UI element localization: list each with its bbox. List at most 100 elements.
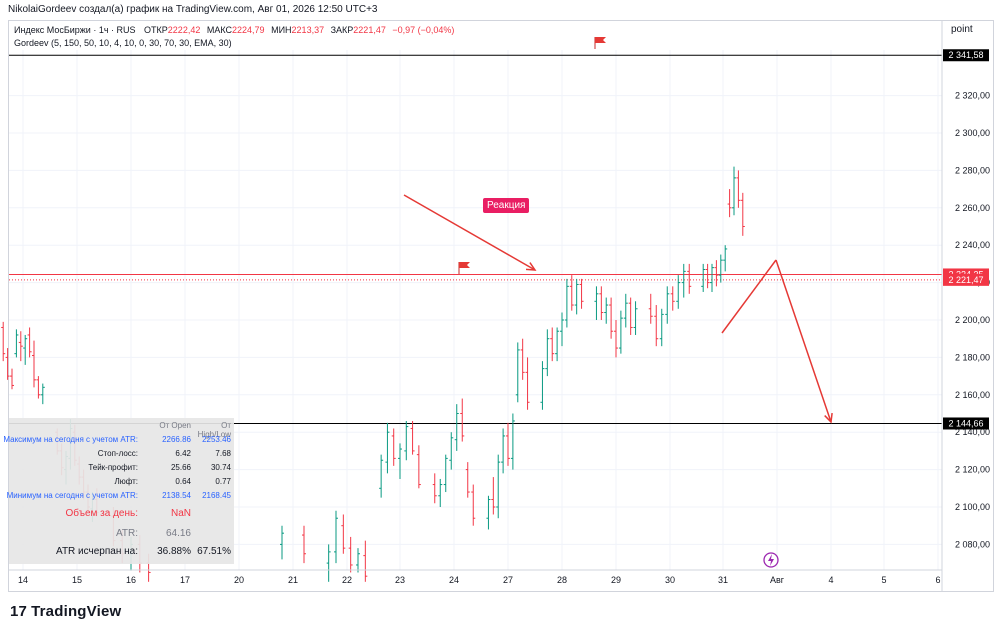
atr-stats-table: От Open От High/Low Максимум на сегодня … — [3, 418, 234, 564]
y-tick-label: 2 260,00 — [955, 203, 990, 213]
y-tick-label: 2 120,00 — [955, 465, 990, 475]
x-tick-label: 6 — [935, 575, 940, 585]
event-icon — [763, 552, 779, 568]
y-tick-label: 2 180,00 — [955, 352, 990, 362]
ohlc-high-value: 2224,79 — [232, 25, 265, 35]
price-axis: 2 080,00 2 100,00 2 120,00 2 140,00 2 160,00… — [941, 20, 990, 592]
ohlc-low-value: 2213,37 — [291, 25, 325, 35]
stats-row-v2: 0.77 — [215, 477, 231, 486]
ohlc-open-value: 2222,42 — [167, 25, 201, 35]
x-tick-label: 22 — [342, 575, 352, 585]
ohlc-close-value: 2221,47 — [353, 25, 386, 35]
brand-name: TradingView — [31, 603, 122, 620]
flag-icon — [459, 262, 470, 268]
reaction-label[interactable]: Реакция — [483, 198, 530, 213]
atr-row: ATR: 64.16 — [9, 528, 234, 542]
price-tag-label: 2 144,66 — [948, 418, 983, 428]
y-tick-label: 2 140,00 — [955, 427, 990, 437]
stats-row-label: Люфт: — [114, 477, 138, 486]
stats-row-label: Тейк-профит: — [88, 463, 138, 472]
stats-row-v1: 6.42 — [175, 449, 191, 458]
volume-row: Объем за день: NaN — [9, 508, 234, 522]
stats-row: Минимум на сегодня с учетом ATR: 2138.54… — [6, 491, 234, 505]
stats-row-v1: 2266.86 — [162, 435, 191, 444]
price-tag-label: 2 341,58 — [948, 50, 983, 60]
user-drawings — [403, 194, 833, 424]
stats-header-row: От Open От High/Low — [9, 421, 234, 439]
y-tick-label: 2 240,00 — [955, 240, 990, 250]
tradingview-brand[interactable]: 17 TradingView — [10, 603, 121, 620]
x-tick-label: 29 — [611, 575, 621, 585]
flag-markers — [458, 37, 779, 568]
stats-row-v2: 30.74 — [210, 463, 231, 472]
stats-row-v1: 25.66 — [170, 463, 191, 472]
atr-used-label: ATR исчерпан на: — [56, 546, 138, 557]
ohlc-low-key: МИН — [271, 25, 292, 35]
stats-row: Тейк-профит: 25.66 30.74 — [9, 463, 234, 477]
grid-lines — [9, 50, 942, 570]
stats-row: Стоп-лосс: 6.42 7.68 — [9, 449, 234, 463]
scale-mode-button[interactable]: point — [951, 24, 973, 35]
x-tick-label: Авг — [770, 575, 785, 585]
x-tick-label: 31 — [718, 575, 728, 585]
price-tag-bg — [943, 49, 989, 62]
chart-caption: NikolaiGordeev создал(а) график на Tradi… — [8, 4, 378, 15]
stats-row-label: Стоп-лосс: — [97, 449, 138, 458]
x-tick-label: 5 — [881, 575, 886, 585]
last-price-tag-label: 2 221,47 — [948, 275, 983, 285]
atr-value: 64.16 — [165, 528, 191, 539]
y-tick-label: 2 200,00 — [955, 315, 990, 325]
stats-row-label: Максимум на сегодня с учетом ATR: — [3, 435, 138, 444]
price-tags: 2 341,582 144,662 224,352 221,47 — [943, 49, 989, 430]
x-tick-label: 28 — [557, 575, 567, 585]
indicator-legend[interactable]: Gordeev (5, 150, 50, 10, 4, 10, 0, 30, 7… — [14, 38, 232, 48]
symbol-title[interactable]: Индекс МосБиржи · 1ч · RUS — [14, 25, 136, 35]
ohlc-open-key: ОТКР — [144, 25, 168, 35]
tradingview-logo-icon: 17 — [10, 603, 28, 620]
atr-used-v2: 67.51% — [197, 546, 231, 557]
y-tick-label: 2 100,00 — [955, 502, 990, 512]
reaction-arrow — [403, 194, 536, 271]
y-tick-label: 2 320,00 — [955, 91, 990, 101]
x-tick-label: 20 — [234, 575, 244, 585]
x-tick-label: 4 — [828, 575, 833, 585]
stats-row-v2: 7.68 — [215, 449, 231, 458]
symbol-legend: Индекс МосБиржи · 1ч · RUS ОТКР2222,42 М… — [14, 25, 454, 35]
y-tick-label: 2 300,00 — [955, 128, 990, 138]
x-tick-label: 17 — [180, 575, 190, 585]
stats-row: Люфт: 0.64 0.77 — [9, 477, 234, 491]
x-tick-label: 15 — [72, 575, 82, 585]
ohlc-close-key: ЗАКР — [330, 25, 354, 35]
atr-used-row: ATR исчерпан на: 36.88% 67.51% — [9, 546, 234, 560]
event-icon-ring — [763, 552, 779, 568]
atr-used-v1: 36.88% — [157, 546, 191, 557]
reaction-arrow-head — [525, 262, 537, 271]
ohlc-change: −0,97 (−0,04%) — [392, 25, 455, 35]
col-highlow-header: От High/Low — [197, 421, 231, 439]
x-tick-label: 14 — [18, 575, 28, 585]
y-tick-label: 2 080,00 — [955, 539, 990, 549]
lightning-icon — [768, 554, 774, 566]
atr-label: ATR: — [115, 528, 138, 539]
col-open-header: От Open — [159, 421, 191, 430]
volume-label: Объем за день: — [65, 508, 138, 519]
stats-row-label: Минимум на сегодня с учетом ATR: — [6, 491, 138, 500]
forecast-arrow-head — [824, 412, 833, 424]
y-tick-label: 2 280,00 — [955, 165, 990, 175]
price-tag-bg — [943, 417, 989, 430]
stats-row-v2: 2168.45 — [202, 491, 231, 500]
x-tick-label: 27 — [503, 575, 513, 585]
stats-row-v2: 2253.46 — [202, 435, 231, 444]
horizontal-levels — [9, 54, 942, 424]
time-axis: 14 15 16 17 20 21 22 23 24 27 28 29 30 31 Авг 4 5 6 — [9, 569, 942, 585]
stats-row-v1: 2138.54 — [162, 491, 191, 500]
stats-row: Максимум на сегодня с учетом ATR: 2266.8… — [3, 435, 234, 449]
ohlc-bars — [1, 166, 745, 582]
trend-line — [721, 259, 777, 334]
stats-row-v1: 0.64 — [175, 477, 191, 486]
ohlc-high-key: МАКС — [206, 25, 233, 35]
x-tick-label: 23 — [395, 575, 405, 585]
y-tick-label: 2 160,00 — [955, 390, 990, 400]
x-tick-label: 24 — [449, 575, 459, 585]
forecast-arrow — [775, 259, 832, 423]
